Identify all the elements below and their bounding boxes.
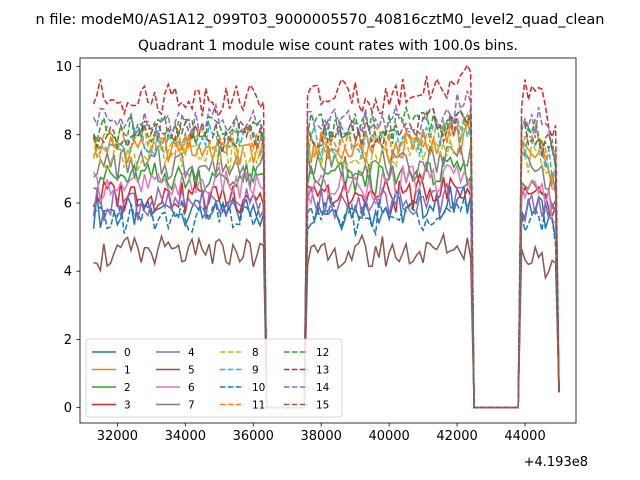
legend-label-1: 1	[124, 365, 131, 377]
y-tick-label: 6	[64, 196, 72, 211]
legend-label-3: 3	[124, 400, 131, 412]
legend-label-10: 10	[252, 382, 265, 394]
plot-frame	[79, 57, 577, 424]
x-tick-label: 40000	[368, 429, 409, 444]
y-tick-label: 0	[64, 401, 72, 416]
x-tick-label: 34000	[165, 429, 206, 444]
chart-title: Quadrant 1 module wise count rates with …	[138, 38, 518, 54]
legend-label-6: 6	[188, 382, 195, 394]
y-tick-label: 2	[64, 333, 72, 348]
legend-label-9: 9	[252, 365, 259, 377]
legend-label-11: 11	[252, 400, 265, 412]
legend-label-15: 15	[316, 400, 329, 412]
y-tick-label: 8	[64, 128, 72, 143]
y-axis: 0 2 4 6 8 10	[55, 60, 80, 416]
legend-label-13: 13	[316, 365, 329, 377]
x-offset-label: +4.193e8	[524, 455, 588, 470]
legend-label-5: 5	[188, 365, 195, 377]
legend-label-12: 12	[316, 347, 329, 359]
x-tick-label: 32000	[97, 429, 138, 444]
legend-frame	[85, 338, 343, 418]
x-tick-label: 42000	[436, 429, 477, 444]
legend-label-8: 8	[252, 347, 259, 359]
figure-suptitle: n file: modeM0/AS1A12_099T03_9000005570_…	[36, 12, 605, 28]
series-line-8	[92, 127, 560, 409]
plot-area	[79, 57, 577, 424]
legend-label-2: 2	[124, 382, 131, 394]
legend-label-4: 4	[188, 347, 195, 359]
legend-label-7: 7	[188, 400, 195, 412]
series-line-15	[92, 108, 560, 409]
y-tick-label: 10	[55, 60, 72, 75]
legend-label-14: 14	[316, 382, 330, 394]
y-tick-label: 4	[64, 265, 72, 280]
legend-label-0: 0	[124, 347, 131, 359]
x-axis: 32000 34000 36000 38000 40000 42000 44000	[97, 423, 546, 444]
x-tick-label: 38000	[301, 429, 342, 444]
x-tick-label: 36000	[233, 429, 274, 444]
x-tick-label: 44000	[504, 429, 545, 444]
